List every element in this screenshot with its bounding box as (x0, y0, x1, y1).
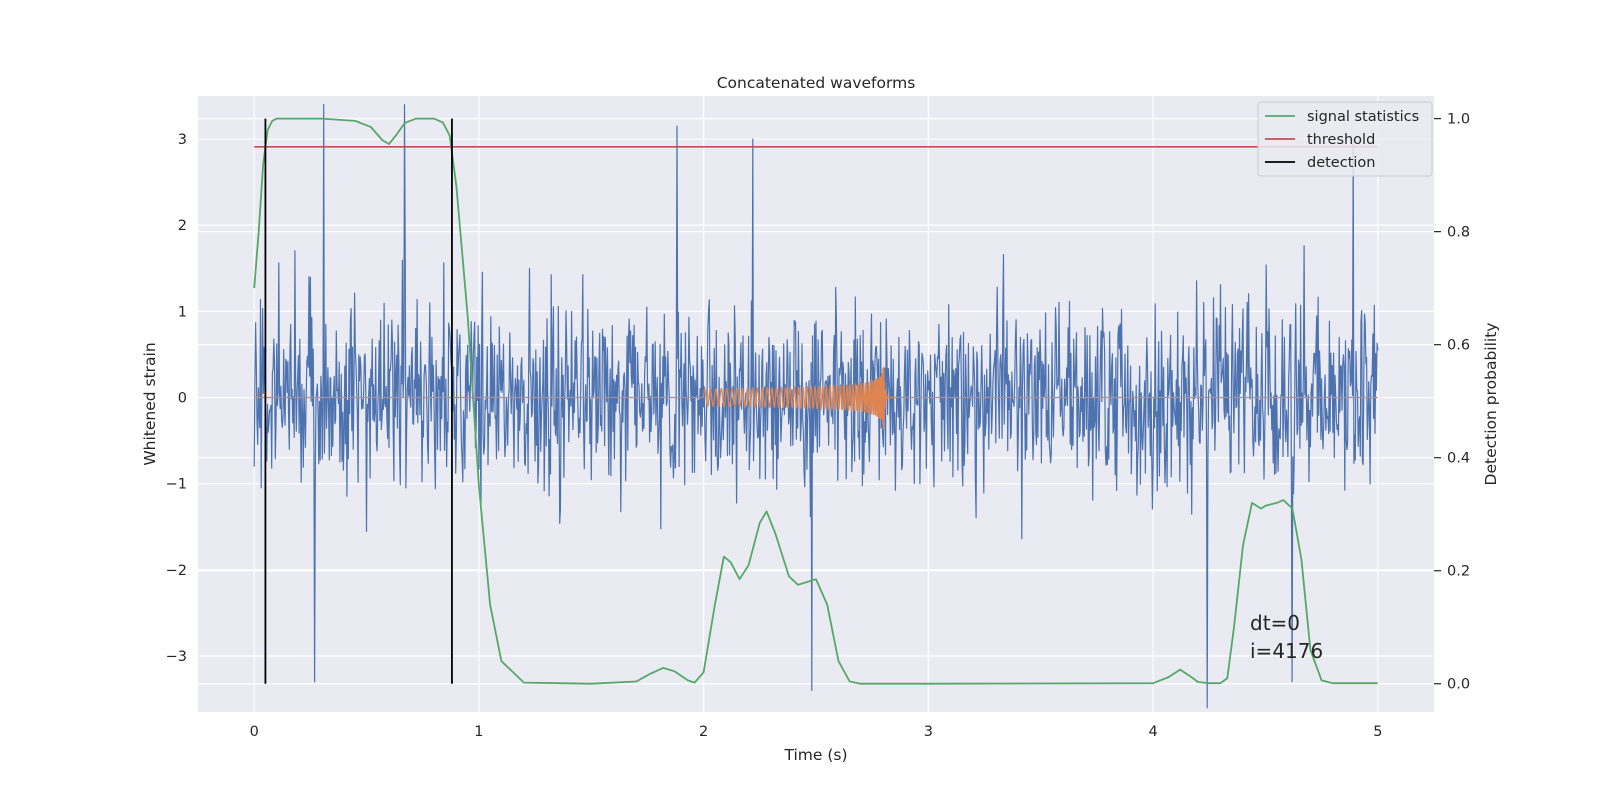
legend-label-signal-statistics: signal statistics (1307, 109, 1419, 125)
axes: 0 1 2 3 4 5 −3 −2 −1 0 1 2 3 0.0 0.2 0.4 0.6 0.8 1.0 (166, 112, 1470, 740)
x-tick-label: 0 (250, 724, 259, 740)
y-right-tick-label: 0.6 (1447, 338, 1470, 354)
x-tick-label: 2 (699, 724, 708, 740)
y-left-tick-label: −3 (166, 649, 187, 665)
y-right-tick-label: 1.0 (1447, 112, 1470, 128)
signal-statistics-line (253, 117, 1378, 685)
y-left-tick-label: −2 (166, 563, 187, 579)
x-tick-label: 3 (924, 724, 933, 740)
legend-box (1257, 101, 1433, 177)
y-right-tick-label: 0.8 (1447, 225, 1470, 241)
annotation-index: i=4176 (1250, 639, 1323, 663)
y-right-tick-label: 0.0 (1447, 677, 1470, 693)
chirp-waveform (254, 366, 1378, 430)
x-tick-label: 5 (1373, 724, 1382, 740)
legend: signal statistics threshold detection (1257, 101, 1433, 177)
y-left-tick-label: 0 (178, 391, 187, 407)
whitened-strain-noise (253, 104, 1379, 709)
x-tick-label: 1 (474, 724, 483, 740)
y-left-tick-label: 3 (178, 132, 187, 148)
x-tick-label: 4 (1148, 724, 1157, 740)
y-right-tick-label: 0.4 (1447, 451, 1470, 467)
legend-label-threshold: threshold (1307, 132, 1375, 148)
y-axis-left-label: Whitened strain (141, 342, 159, 465)
chart-title: Concatenated waveforms (717, 74, 916, 92)
y-left-tick-label: 1 (178, 304, 187, 320)
annotation-dt: dt=0 (1250, 611, 1300, 635)
series-layer (253, 104, 1379, 709)
y-left-tick-label: −1 (166, 477, 187, 493)
x-axis-label: Time (s) (783, 746, 847, 764)
y-axis-right-label: Detection probability (1482, 323, 1500, 486)
legend-label-detection: detection (1307, 155, 1375, 171)
y-right-tick-label: 0.2 (1447, 564, 1470, 580)
y-left-tick-label: 2 (178, 218, 187, 234)
